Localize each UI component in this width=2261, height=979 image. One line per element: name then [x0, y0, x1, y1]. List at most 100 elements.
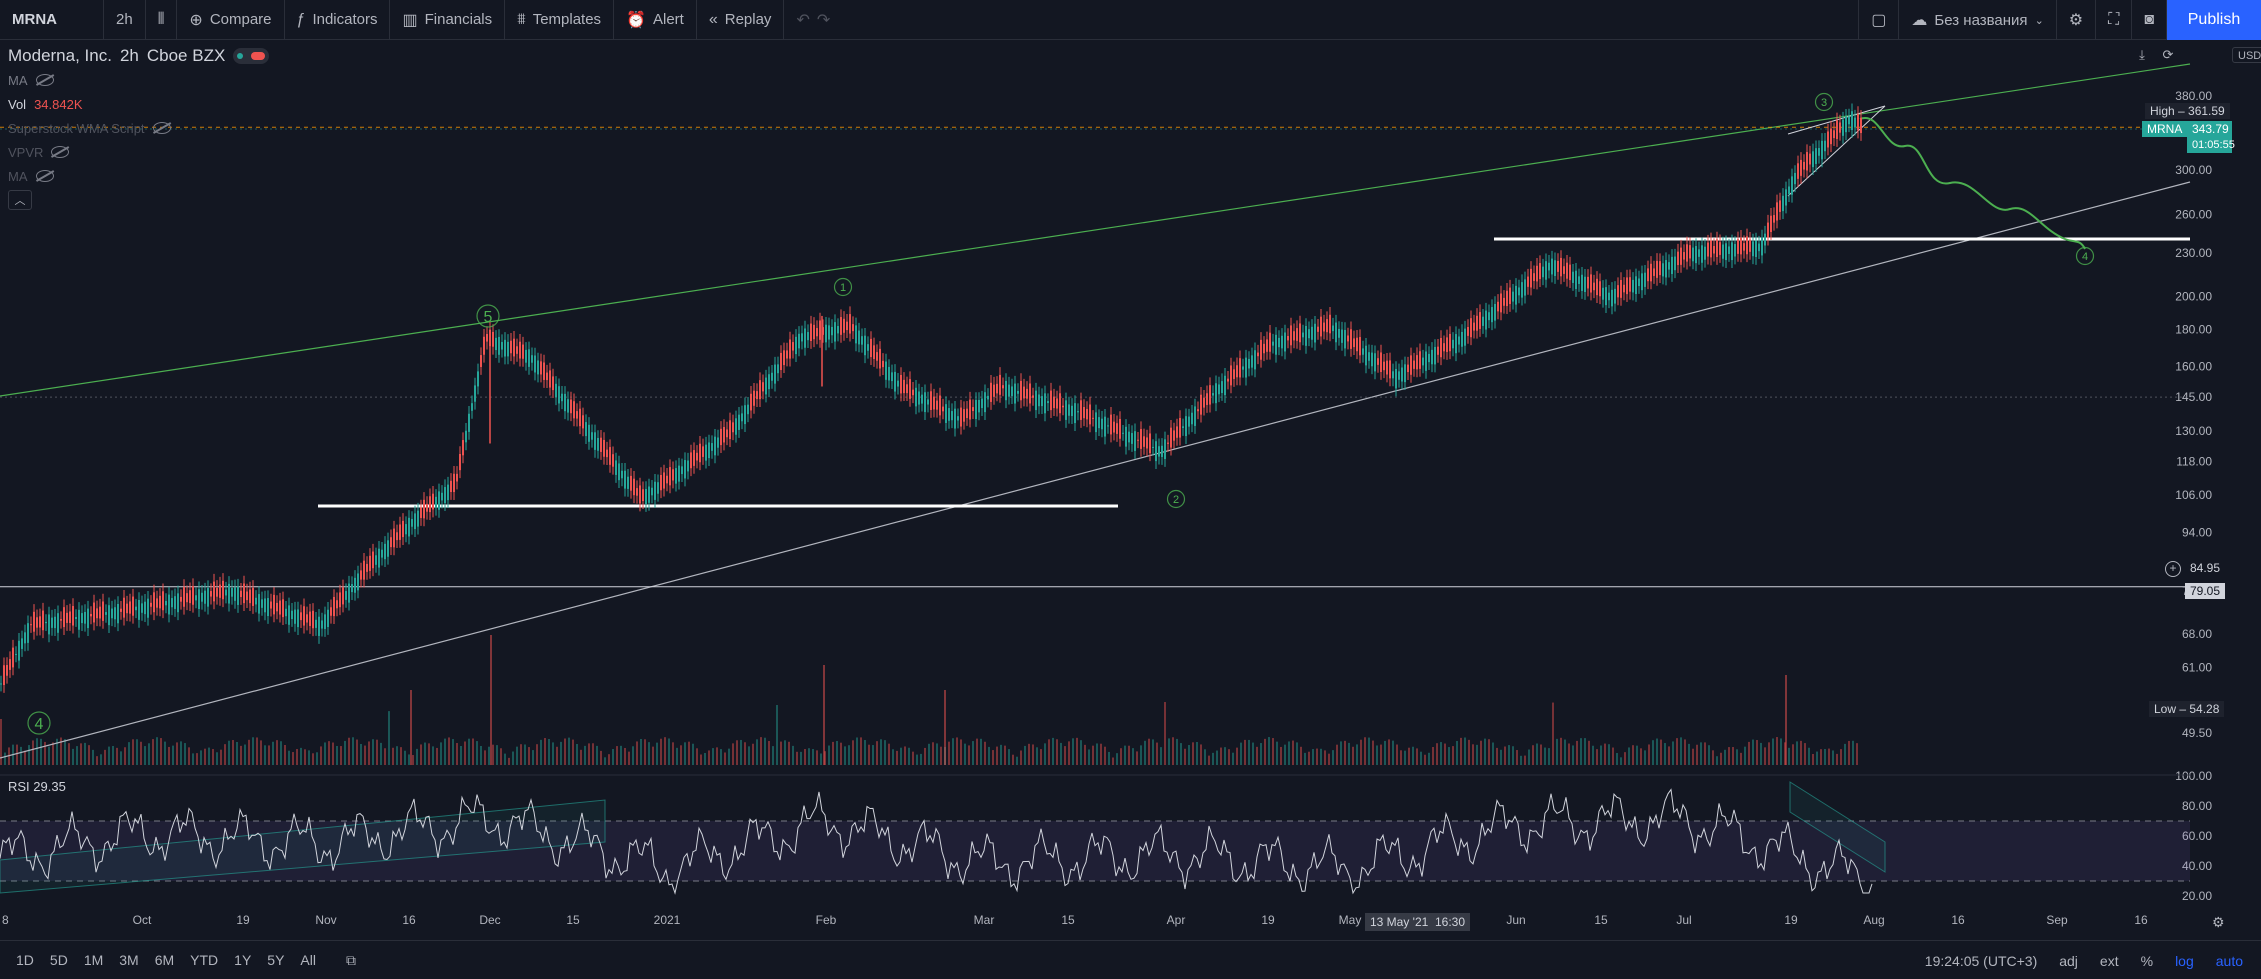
candle-body: [48, 614, 50, 635]
candle-body: [861, 336, 863, 345]
volume-bar: [956, 737, 958, 765]
percent-toggle[interactable]: %: [2140, 952, 2154, 969]
layout-name-button[interactable]: ☁ Без названия ⌄: [1899, 0, 2057, 40]
candle-body: [687, 460, 689, 472]
fullscreen-button[interactable]: ⛶: [2096, 0, 2133, 40]
volume-bar: [1428, 752, 1430, 765]
select-layout-button[interactable]: ▢: [1858, 0, 1900, 40]
candle-body: [447, 484, 449, 501]
volume-bar: [664, 737, 666, 765]
log-toggle[interactable]: log: [2175, 952, 2194, 969]
candle-body: [1812, 151, 1814, 168]
auto-toggle[interactable]: auto: [2215, 952, 2243, 969]
chart-type-button[interactable]: ⫴: [146, 0, 178, 40]
volume-bar: [1416, 748, 1418, 765]
candle-body: [543, 362, 545, 380]
templates-button[interactable]: ⩩ Templates: [505, 0, 615, 40]
candle-body: [549, 370, 551, 388]
time-axis[interactable]: 8 Oct 19 Nov 16 Dec 15 2021 Feb Mar 15 Apr 19 May Jun 1…: [2, 913, 2148, 927]
currency-button[interactable]: USD: [2232, 47, 2261, 63]
range-button-1d[interactable]: 1D: [16, 952, 34, 968]
clock[interactable]: 19:24:05 (UTC+3): [1924, 952, 2038, 969]
interval-button[interactable]: 2h: [104, 0, 146, 40]
candle-body: [906, 384, 908, 394]
volume-bar: [1400, 750, 1402, 765]
adj-toggle[interactable]: adj: [2059, 952, 2078, 969]
range-button-3m[interactable]: 3M: [119, 952, 139, 968]
add-alert-icon[interactable]: +: [2165, 561, 2181, 577]
candle-body: [111, 608, 113, 619]
range-button-5y[interactable]: 5Y: [267, 952, 285, 968]
reset-icon[interactable]: ⟳: [2162, 47, 2174, 62]
symbol-search[interactable]: MRNA: [0, 0, 104, 40]
legend-ma2[interactable]: MA: [8, 164, 269, 188]
candle-body: [1806, 152, 1808, 171]
legend-script[interactable]: Superstock WMA Script: [8, 116, 269, 140]
candle-body: [330, 607, 332, 616]
volume-bar: [1220, 747, 1222, 765]
volume-bar: [1028, 743, 1030, 765]
compare-button[interactable]: ⊕ Compare: [177, 0, 285, 40]
axis-settings-icon[interactable]: ⚙: [2212, 914, 2225, 930]
go-to-date-icon[interactable]: ⧉: [345, 951, 356, 968]
volume-bar: [1452, 746, 1454, 765]
candle-body: [897, 380, 899, 387]
candle-body: [627, 476, 629, 489]
candle-body: [1797, 163, 1799, 179]
candle-body: [294, 609, 296, 624]
candle-body: [534, 355, 536, 373]
ext-toggle[interactable]: ext: [2099, 952, 2119, 969]
candle-body: [804, 328, 806, 348]
alert-button[interactable]: ⏰ Alert: [614, 0, 697, 40]
snapshot-button[interactable]: ◙: [2132, 0, 2167, 40]
legend-vol[interactable]: Vol 34.842K: [8, 92, 269, 116]
range-button-1y[interactable]: 1Y: [234, 952, 252, 968]
range-button-all[interactable]: All: [300, 952, 316, 968]
candle-body: [1122, 432, 1124, 434]
price-axis[interactable]: 380.00 300.00 260.00 230.00 200.00 180.00 160.…: [2175, 89, 2212, 903]
chevron-up-icon[interactable]: ︿: [8, 190, 32, 210]
volume-bar: [1116, 753, 1118, 765]
replay-button[interactable]: « Replay: [697, 0, 785, 40]
market-status-toggle[interactable]: [233, 48, 270, 64]
eye-hidden-icon[interactable]: [152, 122, 171, 134]
indicators-button[interactable]: ƒ Indicators: [285, 0, 391, 40]
range-button-6m[interactable]: 6M: [154, 952, 175, 968]
eye-hidden-icon[interactable]: [35, 170, 54, 182]
volume-bar: [964, 743, 966, 765]
publish-button[interactable]: Publish: [2167, 0, 2261, 40]
range-button-ytd[interactable]: YTD: [190, 952, 219, 968]
candle-body: [1482, 316, 1484, 326]
price-tick-label: 130.00: [2175, 424, 2212, 438]
eye-hidden-icon[interactable]: [35, 74, 54, 86]
candle-body: [546, 372, 548, 381]
candle-body: [78, 609, 80, 630]
financials-button[interactable]: ▥ Financials: [390, 0, 506, 40]
redo-icon[interactable]: ↷: [816, 11, 831, 29]
candle-body: [408, 517, 410, 537]
rsi-legend[interactable]: RSI 29.35: [8, 779, 66, 794]
volume-bar: [1796, 741, 1798, 765]
volume-bar: [548, 739, 550, 765]
candle-body: [747, 404, 749, 415]
time-tick-label: Sep: [2046, 913, 2068, 927]
volume-bar: [160, 738, 162, 765]
volume-bar: [28, 745, 30, 765]
settings-button[interactable]: ⚙: [2057, 0, 2097, 40]
volume-bar: [1032, 744, 1034, 765]
price-chart[interactable]: 380.00300.00260.00230.00200.00180.00160.…: [0, 41, 2261, 940]
candle-body: [1284, 332, 1286, 352]
eye-hidden-icon[interactable]: [51, 146, 70, 158]
range-button-5d[interactable]: 5D: [49, 952, 68, 968]
legend-ma1[interactable]: MA: [8, 68, 269, 92]
volume-bar: [212, 749, 214, 765]
undo-icon[interactable]: ↶: [796, 11, 810, 29]
candle-body: [312, 610, 314, 629]
legend-vpvr[interactable]: VPVR: [8, 140, 269, 164]
candle-body: [1557, 260, 1559, 272]
candle-body: [609, 447, 611, 465]
range-button-1m[interactable]: 1M: [83, 952, 104, 968]
candle-body: [204, 590, 206, 604]
volume-bar: [884, 740, 886, 765]
scroll-down-icon[interactable]: ⤓: [2139, 47, 2145, 62]
